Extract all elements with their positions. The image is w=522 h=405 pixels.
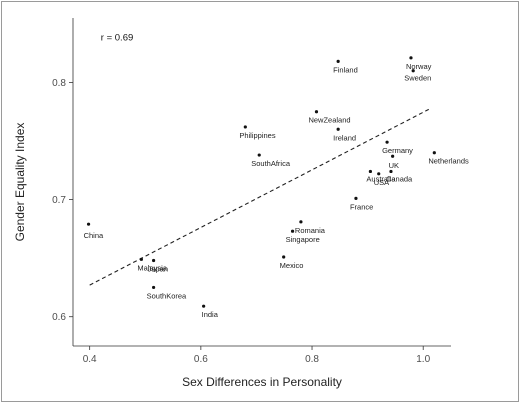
point-label: SouthKorea [147, 291, 187, 300]
point-label: China [84, 231, 104, 240]
y-tick-label: 0.8 [52, 78, 66, 89]
x-tick-label: 0.8 [305, 354, 319, 365]
data-point [354, 196, 358, 200]
ticks: 0.4 0.6 0.8 1.0 0.6 0.7 0.8 [52, 78, 430, 365]
point-label: Norway [406, 62, 432, 71]
point-label: Malaysia [137, 263, 167, 272]
data-point [385, 140, 389, 144]
point-label: Ireland [333, 133, 356, 142]
point-label: Singapore [286, 235, 320, 244]
axes [72, 18, 451, 347]
data-point [314, 110, 319, 114]
data-point [86, 222, 91, 226]
trend-line-group [89, 108, 430, 286]
data-point [299, 220, 303, 224]
data-point [368, 169, 372, 174]
y-tick-label: 0.7 [52, 195, 66, 206]
data-point [152, 258, 156, 263]
point-label: Sweden [404, 74, 431, 83]
point-label: Australia [366, 174, 396, 183]
data-point [243, 125, 247, 129]
point-label: NewZealand [308, 116, 350, 125]
data-point [409, 56, 413, 60]
x-axis-title: Sex Differences in Personality [182, 375, 342, 389]
point-label: Finland [333, 65, 358, 74]
x-tick-label: 0.6 [194, 354, 208, 365]
data-point [290, 229, 295, 233]
point-label: UK [389, 161, 399, 170]
data-point [432, 151, 436, 155]
point-label: Mexico [280, 261, 304, 270]
x-tick-label: 1.0 [416, 354, 430, 365]
point-label: Canada [386, 174, 413, 183]
data-point [377, 172, 381, 176]
x-tick-label: 0.4 [83, 354, 97, 365]
data-point [336, 127, 340, 131]
data-point [152, 285, 156, 290]
point-label: Netherlands [428, 157, 469, 166]
trend-line [89, 108, 430, 286]
point-label: Philippines [239, 131, 276, 140]
data-point [257, 153, 261, 157]
point-label: Japan [148, 264, 168, 273]
point-label: Germany [382, 146, 413, 155]
point-label: USA [374, 178, 389, 187]
correlation-annotation: r = 0.69 [101, 32, 133, 43]
point-label: Romania [295, 226, 326, 235]
y-axis-title: Gender Equality Index [13, 123, 27, 242]
data-point [391, 154, 395, 158]
data-point [389, 169, 393, 174]
data-point [202, 304, 206, 308]
data-point [282, 255, 286, 259]
point-label: SouthAfrica [251, 159, 291, 168]
y-tick-label: 0.6 [52, 312, 66, 323]
point-label: India [202, 310, 219, 319]
data-point [411, 69, 415, 73]
point-label: France [350, 202, 373, 211]
data-point [139, 257, 143, 261]
data-point [336, 59, 340, 63]
